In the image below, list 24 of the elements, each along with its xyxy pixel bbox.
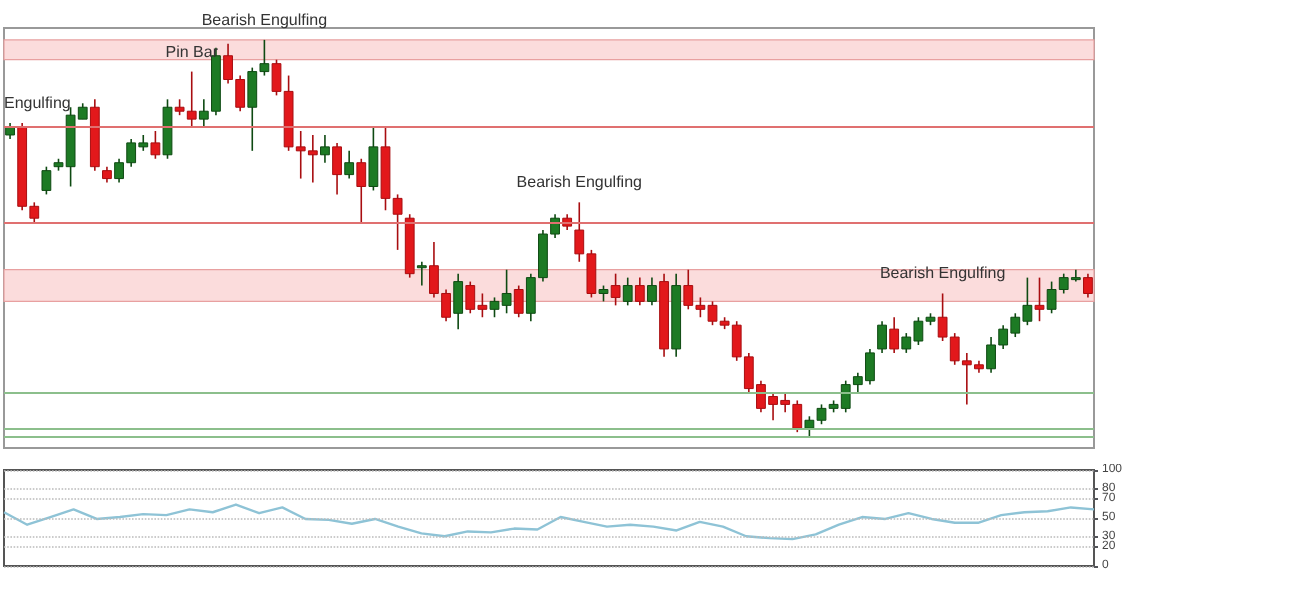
candlestick [877, 320, 887, 354]
annotation: Engulfing [4, 94, 71, 113]
candlestick [622, 276, 633, 307]
candlestick [1083, 272, 1093, 299]
candlestick [647, 276, 657, 307]
candlestick [1034, 276, 1045, 323]
candlestick [416, 260, 427, 287]
annotation: Bearish Engulfing [879, 264, 1006, 283]
line-series [2, 503, 1096, 541]
candlestick [634, 276, 645, 307]
candlestick [513, 284, 524, 319]
candlestick [610, 272, 621, 307]
candlestick [889, 316, 900, 354]
candlestick [453, 272, 464, 330]
candlestick [320, 134, 330, 164]
candlestick [344, 150, 355, 180]
candlestick [162, 98, 173, 160]
candlestick [356, 157, 367, 223]
candlestick [150, 130, 161, 160]
annotation: Bearish Engulfing [201, 10, 328, 29]
annotation: Bearish Engulfing [516, 173, 642, 192]
candlestick [368, 126, 379, 192]
candlestick [332, 142, 342, 196]
candlestick [41, 165, 52, 196]
